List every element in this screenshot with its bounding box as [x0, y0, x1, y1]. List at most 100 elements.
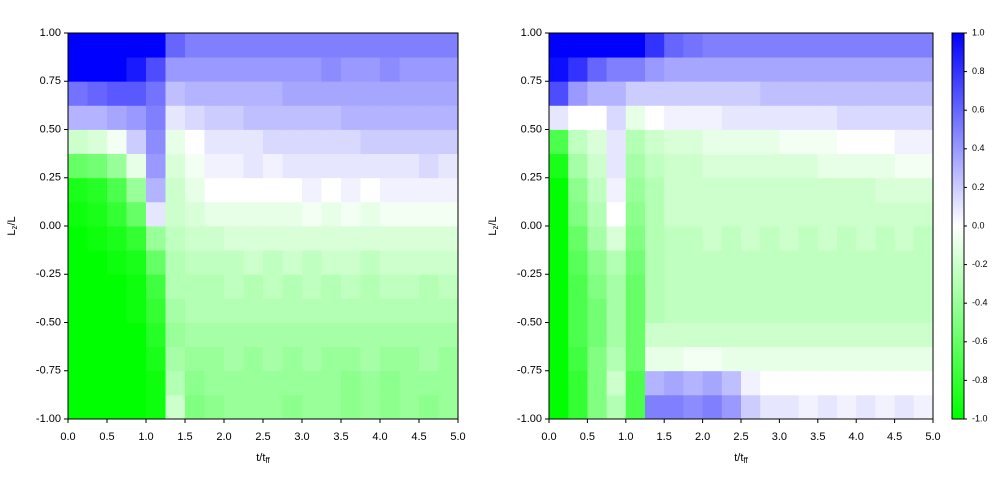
- heatmap-cell: [87, 57, 108, 82]
- heatmap-cell: [645, 129, 665, 155]
- heatmap-cell: [606, 129, 627, 155]
- y-tick-label: 0.25: [521, 172, 542, 184]
- heatmap-cell: [263, 298, 283, 323]
- heatmap-cell: [625, 153, 646, 179]
- heatmap-cell: [702, 81, 723, 106]
- heatmap-cell: [549, 394, 569, 420]
- heatmap-cell: [606, 250, 627, 275]
- heatmap-cell: [587, 33, 607, 58]
- heatmap-cell: [817, 394, 838, 420]
- y-tick-label: -1.00: [36, 413, 61, 425]
- heatmap-cell: [664, 129, 684, 155]
- heatmap-cell: [779, 129, 799, 155]
- heatmap-cell: [341, 153, 361, 179]
- heatmap-cell: [126, 322, 147, 348]
- heatmap-cell: [779, 153, 799, 179]
- heatmap-cell: [875, 153, 895, 179]
- heatmap-cell: [760, 370, 780, 396]
- heatmap-cell: [875, 57, 895, 82]
- heatmap-cell: [702, 370, 723, 396]
- heatmap-cell: [126, 250, 147, 275]
- heatmap-cell: [606, 322, 627, 348]
- heatmap-cell: [204, 298, 225, 323]
- heatmap-cell: [587, 298, 607, 323]
- heatmap-cell: [798, 346, 819, 372]
- heatmap-cell: [419, 274, 439, 299]
- heatmap-cell: [68, 81, 88, 106]
- heatmap-cell: [894, 370, 915, 396]
- heatmap-cell: [779, 177, 799, 203]
- heatmap-cell: [263, 33, 283, 58]
- heatmap-cell: [645, 298, 665, 323]
- heatmap-cell: [817, 298, 838, 323]
- y-tick-label: -0.75: [517, 365, 542, 377]
- heatmap-cell: [243, 33, 264, 58]
- heatmap-cell: [419, 105, 439, 130]
- heatmap-cell: [146, 81, 166, 106]
- heatmap-cell: [282, 105, 303, 130]
- heatmap-cell: [875, 250, 895, 275]
- heatmap-cell: [341, 105, 361, 130]
- heatmap-cell: [549, 298, 569, 323]
- heatmap-cell: [568, 57, 588, 82]
- heatmap-cell: [549, 105, 569, 130]
- heatmap-cell: [165, 177, 186, 203]
- heatmap-cell: [664, 226, 684, 251]
- heatmap-cell: [645, 322, 665, 348]
- heatmap-cell: [302, 298, 322, 323]
- heatmap-cell: [165, 298, 186, 323]
- heatmap-cell: [741, 274, 761, 299]
- heatmap-cell: [399, 250, 420, 275]
- heatmap-cell: [837, 81, 857, 106]
- heatmap-cell: [263, 394, 283, 420]
- heatmap-cell: [360, 129, 381, 155]
- heatmap-cell: [721, 274, 742, 299]
- heatmap-cell: [721, 105, 742, 130]
- heatmap-cell: [360, 250, 381, 275]
- heatmap-cell: [798, 81, 819, 106]
- heatmap-cell: [419, 33, 439, 58]
- heatmap-cell: [856, 322, 876, 348]
- heatmap-cell: [399, 298, 420, 323]
- heatmap-cell: [664, 81, 684, 106]
- heatmap-cell: [817, 177, 838, 203]
- heatmap-cell: [741, 105, 761, 130]
- heatmap-cell: [875, 274, 895, 299]
- heatmap-cell: [360, 153, 381, 179]
- heatmap-cell: [683, 201, 703, 227]
- heatmap-cell: [721, 81, 742, 106]
- heatmap-cell: [204, 33, 225, 58]
- heatmap-cell: [606, 394, 627, 420]
- heatmap-cell: [126, 274, 147, 299]
- heatmap-cell: [380, 226, 400, 251]
- heatmap-cell: [263, 250, 283, 275]
- heatmap-cell: [779, 81, 799, 106]
- heatmap-cell: [380, 129, 400, 155]
- heatmap-cell: [913, 177, 934, 203]
- heatmap-cell: [817, 153, 838, 179]
- heatmap-cell: [702, 226, 723, 251]
- heatmap-cell: [68, 129, 88, 155]
- heatmap-cell: [856, 177, 876, 203]
- heatmap-cell: [817, 33, 838, 58]
- heatmap-cell: [282, 394, 303, 420]
- heatmap-cell: [282, 274, 303, 299]
- heatmap-cell: [87, 201, 108, 227]
- heatmap-cell: [419, 370, 439, 396]
- heatmap-cell: [856, 105, 876, 130]
- colorbar-tick-label: 0.4: [972, 143, 985, 153]
- axis-label: t/tff: [734, 452, 748, 465]
- heatmap-cell: [399, 57, 420, 82]
- heatmap-cell: [263, 226, 283, 251]
- heatmap-cell: [702, 153, 723, 179]
- heatmap-cell: [107, 274, 127, 299]
- heatmap-cell: [817, 346, 838, 372]
- heatmap-cell: [282, 226, 303, 251]
- heatmap-cell: [721, 394, 742, 420]
- heatmap-cell: [625, 105, 646, 130]
- heatmap-cell: [683, 57, 703, 82]
- heatmap-cell: [360, 33, 381, 58]
- heatmap-cell: [263, 81, 283, 106]
- heatmap-cell: [321, 346, 342, 372]
- heatmap-cell: [360, 105, 381, 130]
